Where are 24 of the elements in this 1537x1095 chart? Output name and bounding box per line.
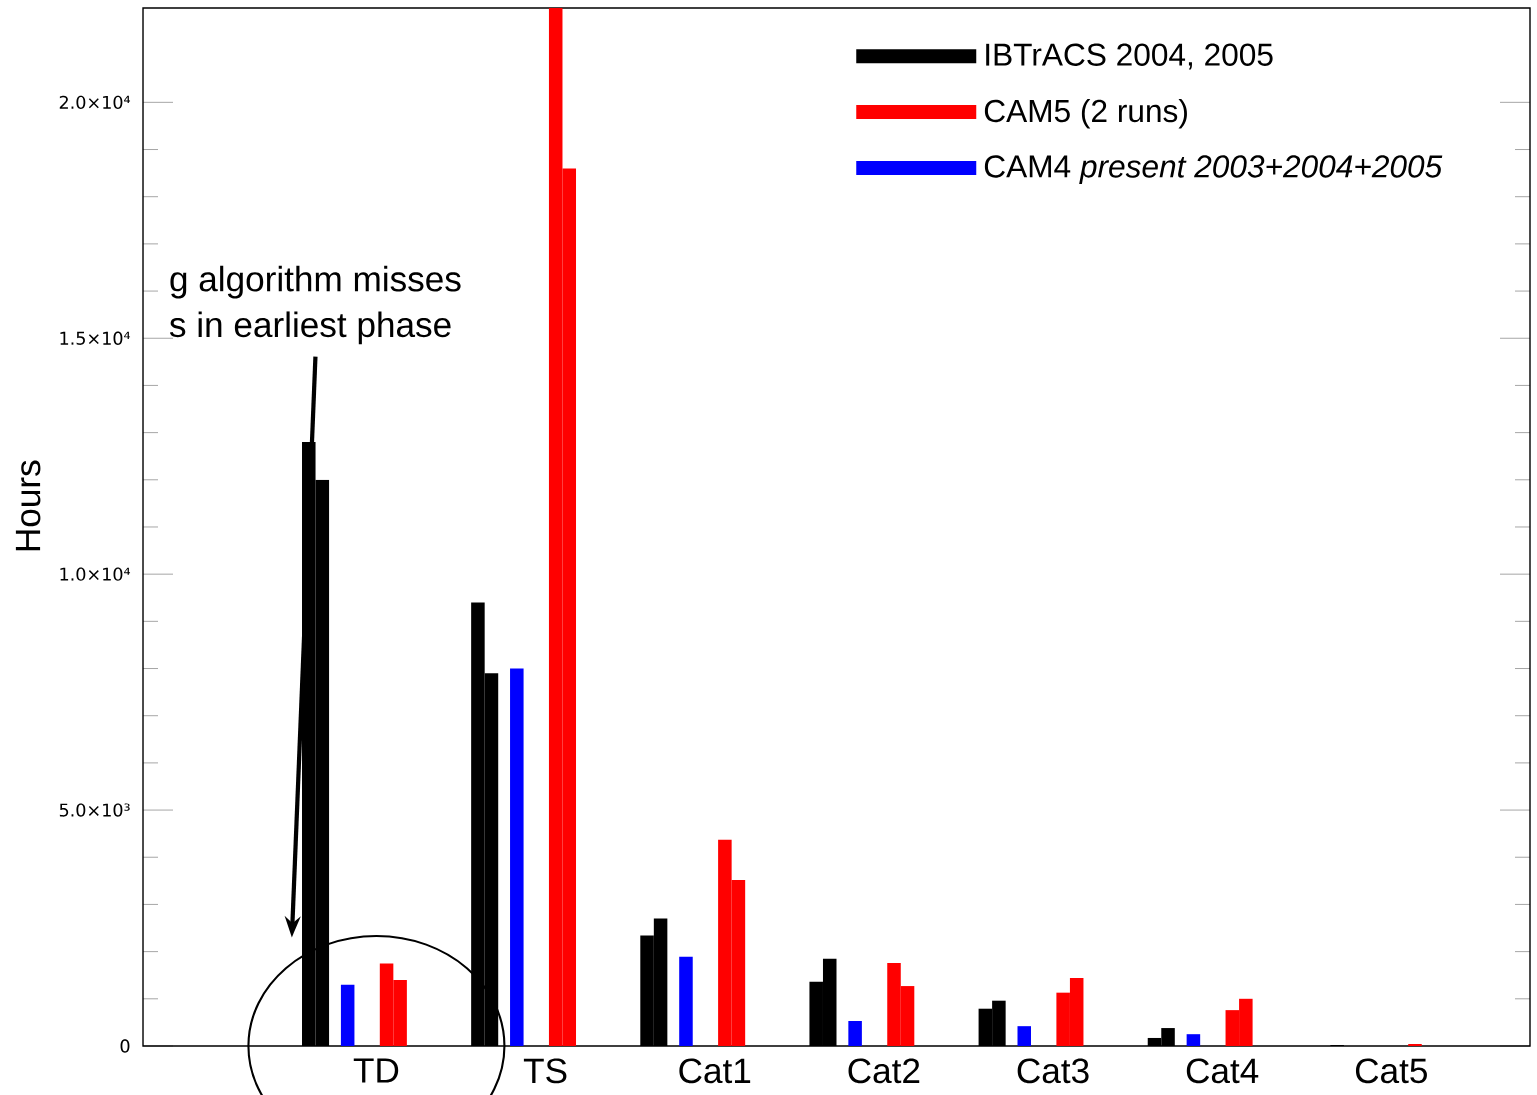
legend-label: IBTrACS 2004, 2005 (986, 43, 1273, 70)
y-tick-label: 1.5×10⁴ (60, 331, 131, 345)
annotation: g algorithm misses (170, 265, 461, 299)
y-tick-label: 5.0×10³ (59, 803, 130, 817)
annotation: s in earliest phase (169, 311, 451, 345)
x-tick-label: Cat4 (1186, 1058, 1259, 1084)
bar (1186, 1034, 1201, 1046)
y-axis-title: Hours (15, 460, 41, 551)
y-tick-label: 2.0×10⁴ (59, 95, 131, 110)
x-tick-label: Cat3 (1017, 1058, 1089, 1084)
x-tick-label: Cat1 (679, 1058, 751, 1084)
x-tick-label: Cat2 (848, 1058, 920, 1084)
x-tick-label: Cat5 (1355, 1058, 1427, 1084)
y-tick-label: 1.0×10⁴ (60, 567, 131, 581)
legend-label: CAM4 present 2003+2004+2005 (984, 155, 1443, 184)
bar (1017, 1026, 1032, 1046)
bar (340, 984, 355, 1046)
y-tick-label: 0 (120, 1039, 130, 1053)
bar (510, 668, 524, 1046)
legend-label: CAM5 (2 runs) (984, 98, 1187, 129)
bar (679, 956, 693, 1046)
x-tick-label: TS (523, 1058, 567, 1084)
x-tick-label: TD (353, 1058, 399, 1083)
bar (848, 1020, 862, 1046)
